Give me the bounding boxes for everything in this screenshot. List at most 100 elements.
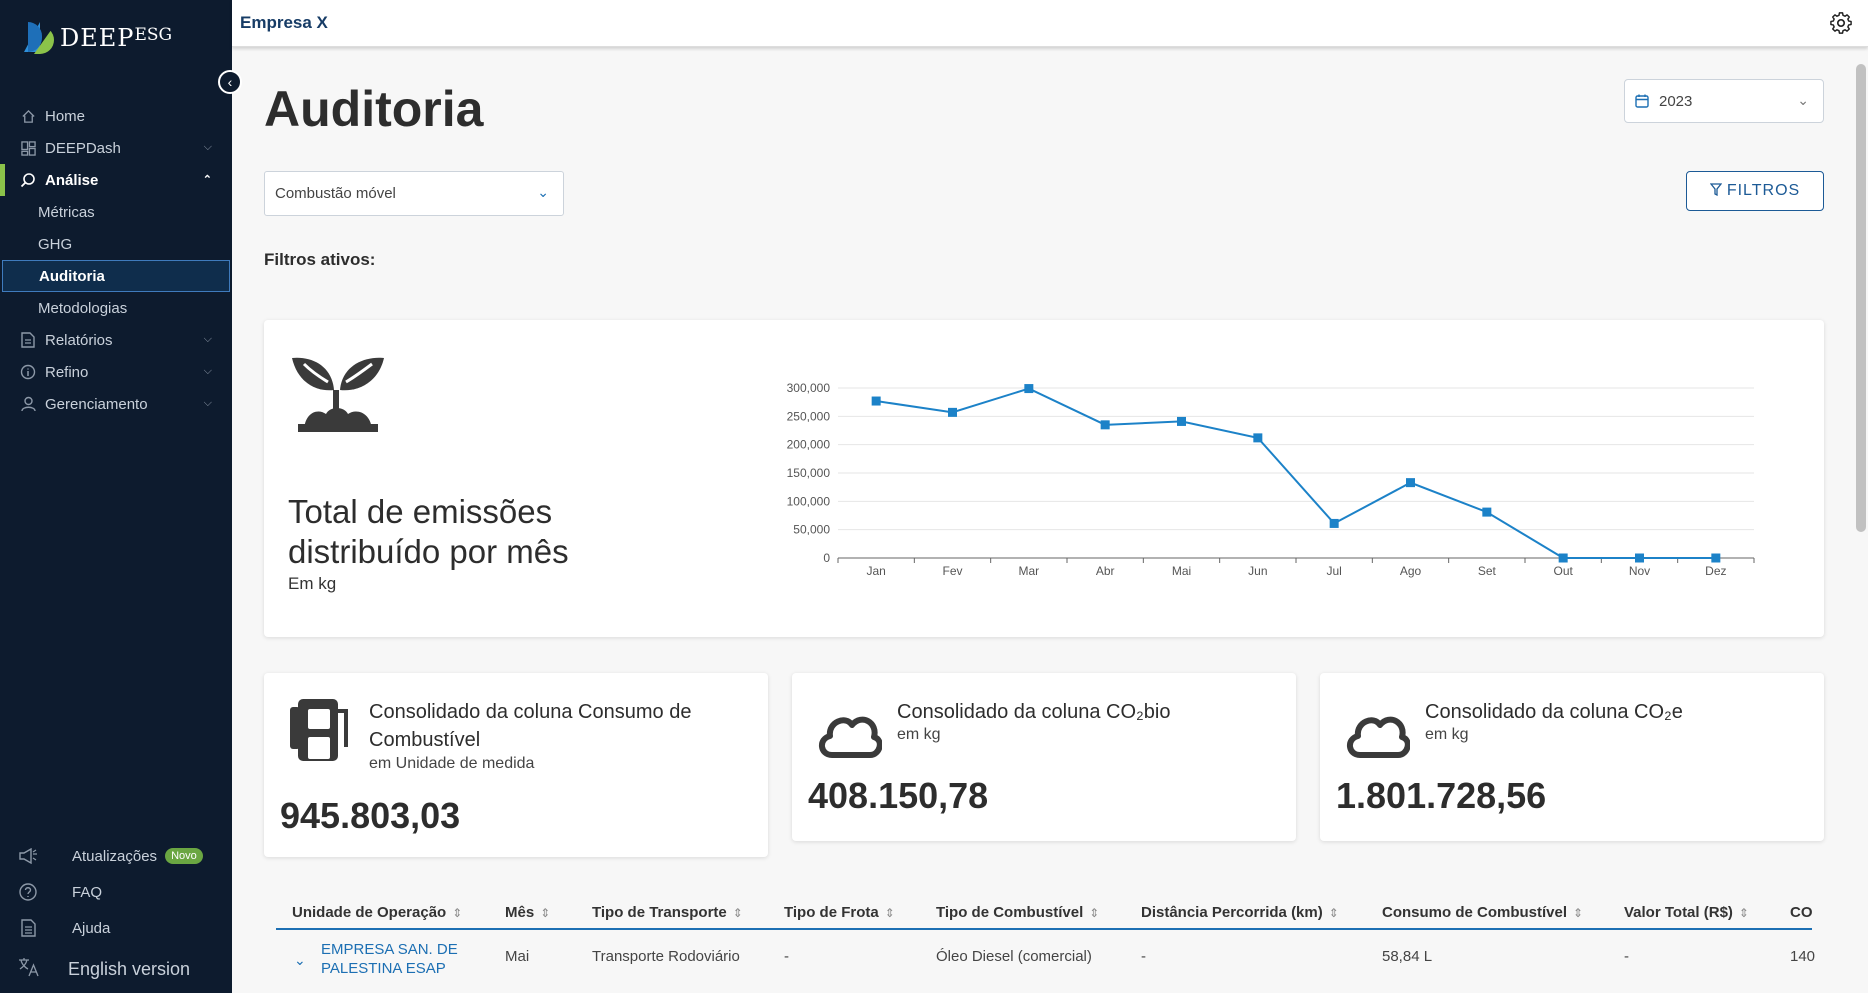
column-header[interactable]: Valor Total (R$) ⇕ <box>1624 904 1749 921</box>
help-link[interactable]: Ajuda <box>0 910 232 946</box>
sort-icon[interactable]: ⇕ <box>1738 906 1749 920</box>
x-tick-label: Ago <box>1400 564 1422 578</box>
sort-icon[interactable]: ⇕ <box>732 906 743 920</box>
column-header[interactable]: CO <box>1790 904 1813 921</box>
sidebar-item-deepdash[interactable]: DEEPDash ⌵ <box>0 132 232 164</box>
sidebar-item-relatorios[interactable]: Relatórios ⌵ <box>0 324 232 356</box>
column-header[interactable]: Unidade de Operação ⇕ <box>292 904 463 921</box>
chevron-down-icon: ⌵ <box>203 141 212 153</box>
y-tick-label: 100,000 <box>787 494 831 508</box>
y-tick-label: 300,000 <box>787 381 831 395</box>
emissions-chart-card: Total de emissões distribuído por mês Em… <box>264 320 1824 637</box>
column-header[interactable]: Tipo de Frota ⇕ <box>784 904 895 921</box>
sidebar-subitem-metodologias[interactable]: Metodologias <box>0 292 232 324</box>
company-name[interactable]: Empresa X <box>240 13 328 32</box>
sidebar-subitem-metricas[interactable]: Métricas <box>0 196 232 228</box>
x-tick-label: Mar <box>1018 564 1039 578</box>
sidebar-bottom: Atualizações Novo FAQ Ajuda English vers… <box>0 838 232 988</box>
sidebar-item-home[interactable]: Home <box>0 100 232 132</box>
faq-link[interactable]: FAQ <box>0 874 232 910</box>
column-header[interactable]: Tipo de Combustível ⇕ <box>936 904 1100 921</box>
faq-label: FAQ <box>72 883 103 901</box>
deepesg-logo[interactable]: DEEPESG <box>24 22 172 54</box>
sort-icon[interactable]: ⇕ <box>884 906 895 920</box>
transport-type-cell: Transporte Rodoviário <box>592 948 740 965</box>
sidebar-subitem-ghg[interactable]: GHG <box>0 228 232 260</box>
report-icon <box>20 332 36 348</box>
sidebar-item-label: DEEPDash <box>45 139 121 157</box>
collapse-sidebar-button[interactable]: ‹ <box>218 70 242 94</box>
sidebar-subitem-auditoria[interactable]: Auditoria <box>2 260 230 292</box>
sidebar-item-label: Gerenciamento <box>45 395 148 413</box>
data-point <box>948 407 957 417</box>
plant-icon <box>288 350 388 432</box>
monthly-emissions-chart[interactable]: 0 50,000 100,000 150,000 200,000 250,000 300,0… <box>754 380 1764 610</box>
kpi-card-fuel-consumption: Consolidado da coluna Consumo de Combust… <box>264 673 768 857</box>
category-value: Combustão móvel <box>275 185 396 202</box>
document-icon <box>18 918 38 938</box>
fuel-pump-icon <box>288 697 350 763</box>
column-header[interactable]: Mês ⇕ <box>505 904 551 921</box>
data-point <box>1024 384 1034 394</box>
sort-icon[interactable]: ⇕ <box>540 906 551 920</box>
sidebar-item-analise[interactable]: Análise ⌃ <box>0 164 232 196</box>
y-tick-label: 50,000 <box>793 523 830 537</box>
column-header[interactable]: Consumo de Combustível ⇕ <box>1382 904 1584 921</box>
sidebar-subitem-label: Métricas <box>38 203 95 221</box>
filter-icon <box>1709 183 1723 199</box>
cloud-icon <box>1344 697 1411 763</box>
data-point <box>1558 553 1568 563</box>
sort-icon[interactable]: ⇕ <box>1573 906 1584 920</box>
page-scrollbar[interactable] <box>1856 64 1866 532</box>
data-point <box>1635 553 1644 563</box>
kpi-title: Consolidado da coluna CO₂bio <box>897 701 1171 723</box>
sidebar-item-refino[interactable]: Refino ⌵ <box>0 356 232 388</box>
sidebar-subitem-label: GHG <box>38 235 73 253</box>
cloud-icon <box>816 697 883 763</box>
page-title: Auditoria <box>264 81 484 137</box>
x-tick-label: Out <box>1553 564 1573 578</box>
sidebar-item-label: Relatórios <box>45 331 113 349</box>
sidebar-item-label: Refino <box>45 363 89 381</box>
data-point <box>1253 433 1263 443</box>
chevron-down-icon[interactable]: ⌄ <box>294 952 306 968</box>
chevron-up-icon: ⌃ <box>202 174 212 186</box>
kpi-title: Consolidado da coluna CO₂e <box>1425 701 1683 723</box>
filters-button[interactable]: FILTROS <box>1686 171 1824 211</box>
sort-icon[interactable]: ⇕ <box>1328 906 1339 920</box>
gear-icon[interactable] <box>1830 12 1852 34</box>
category-select[interactable]: Combustão móvel ⌄ <box>264 171 564 216</box>
sidebar-nav: Home DEEPDash ⌵ Análise ⌃ Métricas GHG A… <box>0 100 232 420</box>
logo-mark-icon <box>24 22 54 54</box>
table-row[interactable]: ⌄ EMPRESA SAN. DE PALESTINA ESAP Mai Tran… <box>276 930 1815 982</box>
fuel-type-cell: Óleo Diesel (comercial) <box>936 948 1092 965</box>
updates-link[interactable]: Atualizações Novo <box>0 838 232 874</box>
calendar-icon <box>1635 94 1649 108</box>
kpi-value: 1.801.728,56 <box>1336 775 1547 816</box>
distance-cell: - <box>1141 948 1146 965</box>
data-point <box>1100 420 1110 430</box>
x-tick-label: Jan <box>866 564 885 578</box>
user-icon <box>20 396 36 412</box>
language-label: English version <box>68 958 191 979</box>
sidebar: DEEPESG Home DEEPDash ⌵ Análise ⌃ Métric… <box>0 0 232 993</box>
year-select[interactable]: 2023 ⌄ <box>1624 79 1824 123</box>
translate-icon <box>18 957 40 982</box>
help-circle-icon <box>18 882 38 902</box>
sort-icon[interactable]: ⇕ <box>1089 906 1100 920</box>
kpi-card-co2e: Consolidado da coluna CO₂e em kg 1.801.7… <box>1320 673 1824 841</box>
column-header[interactable]: Tipo de Transporte ⇕ <box>592 904 743 921</box>
x-tick-label: Mai <box>1172 564 1191 578</box>
sort-icon[interactable]: ⇕ <box>452 906 463 920</box>
top-bar: Empresa X <box>232 0 1868 47</box>
x-tick-label: Dez <box>1705 564 1726 578</box>
language-toggle[interactable]: English version <box>0 950 232 988</box>
operation-unit-cell[interactable]: EMPRESA SAN. DE PALESTINA ESAP <box>321 941 458 977</box>
sidebar-item-gerenciamento[interactable]: Gerenciamento ⌵ <box>0 388 232 420</box>
y-tick-label: 250,000 <box>787 409 831 423</box>
sidebar-item-label: Análise <box>45 171 99 189</box>
updates-label: Atualizações <box>72 847 158 865</box>
filters-button-label: FILTROS <box>1726 182 1801 199</box>
data-point <box>1482 507 1492 517</box>
column-header[interactable]: Distância Percorrida (km) ⇕ <box>1141 904 1339 921</box>
